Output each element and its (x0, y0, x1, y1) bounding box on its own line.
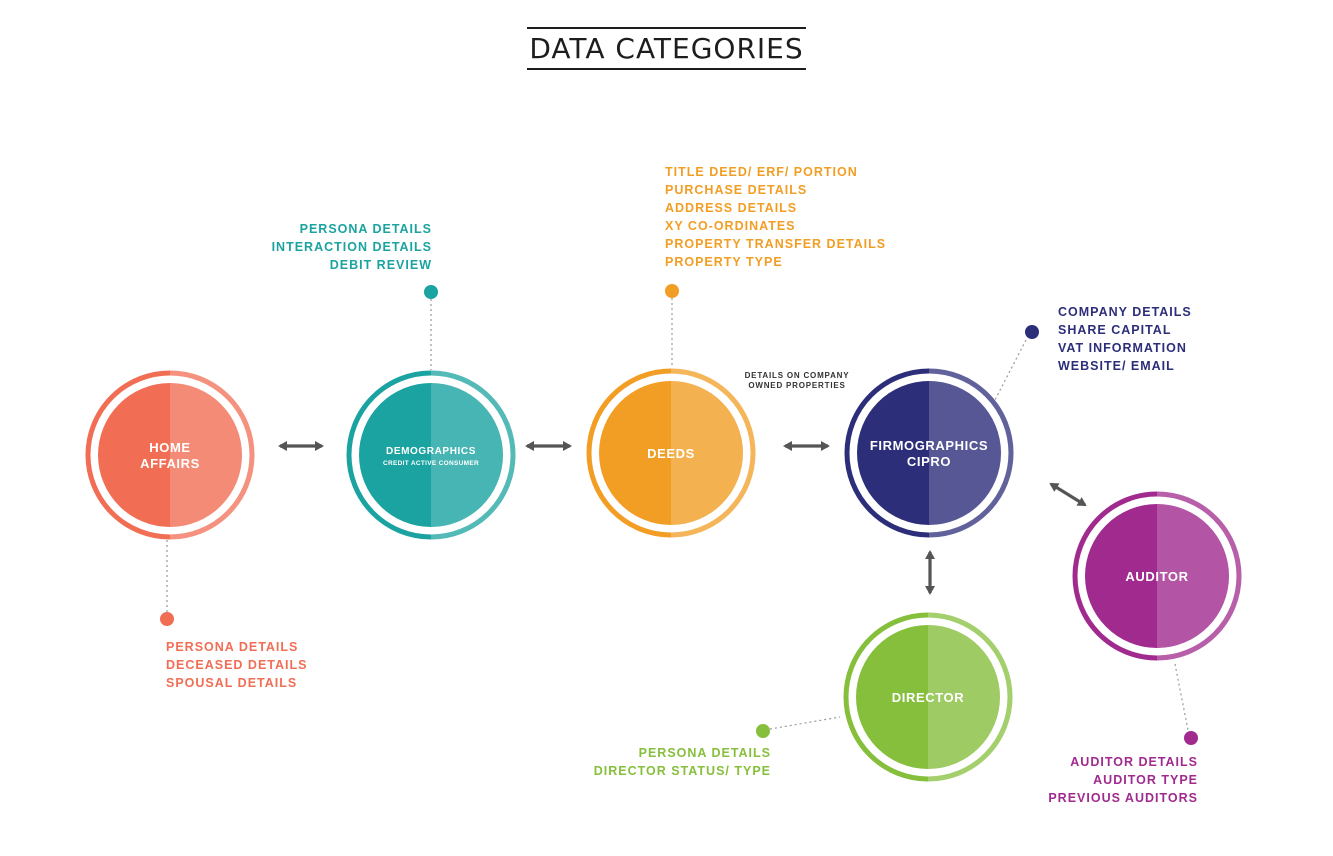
detail-text: PROPERTY TRANSFER DETAILS (665, 237, 886, 251)
detail-text: WEBSITE/ EMAIL (1058, 359, 1175, 373)
node-disc (359, 383, 503, 527)
outer-ring (346, 370, 516, 540)
node-disc (1085, 504, 1229, 648)
auditor-leader (1174, 663, 1189, 731)
demographics-node: DEMOGRAPHICS CREDIT ACTIVE CONSUMER (346, 370, 516, 540)
link-note-line: OWNED PROPERTIES (748, 381, 845, 390)
leader-lines (166, 298, 1189, 731)
detail-text: DIRECTOR STATUS/ TYPE (594, 764, 771, 778)
demographics-details: PERSONA DETAILS INTERACTION DETAILS DEBI… (272, 222, 432, 272)
detail-text: PREVIOUS AUDITORS (1048, 791, 1198, 805)
deeds-node: DEEDS (586, 368, 756, 538)
detail-text: PURCHASE DETAILS (665, 183, 807, 197)
node-label: AUDITOR (1125, 569, 1188, 584)
home-affairs-details: PERSONA DETAILS DECEASED DETAILS SPOUSAL… (166, 640, 307, 690)
detail-text: VAT INFORMATION (1058, 341, 1187, 355)
node-sublabel: CREDIT ACTIVE CONSUMER (383, 460, 479, 467)
outer-ring (1072, 491, 1242, 661)
outer-ring-highlight (430, 370, 516, 540)
node-label: DEMOGRAPHICS (386, 446, 476, 457)
outer-ring-highlight (1156, 491, 1242, 661)
node-disc (599, 381, 743, 525)
auditor-node: AUDITOR (1072, 491, 1242, 661)
demographics-dot (424, 285, 438, 299)
detail-text: DEBIT REVIEW (330, 258, 432, 272)
firmographics-details: COMPANY DETAILS SHARE CAPITAL VAT INFORM… (1058, 305, 1192, 373)
arrow-firmographics-auditor (1049, 482, 1087, 507)
node-disc-highlight (1157, 504, 1229, 648)
outer-ring-highlight (670, 368, 756, 538)
deeds-dot (665, 284, 679, 298)
node-label: FIRMOGRAPHICS (870, 438, 988, 453)
detail-text: DECEASED DETAILS (166, 658, 307, 672)
detail-text: COMPANY DETAILS (1058, 305, 1192, 319)
node-disc-highlight (929, 381, 1001, 525)
detail-text: AUDITOR TYPE (1093, 773, 1198, 787)
outer-ring (843, 612, 1013, 782)
node-label: DEEDS (647, 446, 695, 461)
director-node: DIRECTOR (843, 612, 1013, 782)
outer-ring (85, 370, 255, 540)
detail-text: SHARE CAPITAL (1058, 323, 1171, 337)
node-disc-highlight (431, 383, 503, 527)
node-disc (856, 625, 1000, 769)
detail-text: TITLE DEED/ ERF/ PORTION (665, 165, 858, 179)
detail-text: SPOUSAL DETAILS (166, 676, 297, 690)
node-disc-highlight (671, 381, 743, 525)
detail-text: PERSONA DETAILS (639, 746, 771, 760)
auditor-dot (1184, 731, 1198, 745)
node-label: HOME (149, 440, 190, 455)
detail-text: PERSONA DETAILS (166, 640, 298, 654)
detail-text: PERSONA DETAILS (300, 222, 432, 236)
outer-ring-highlight (169, 370, 255, 540)
outer-ring (844, 368, 1014, 538)
node-label: AFFAIRS (140, 456, 200, 471)
director-dot (756, 724, 770, 738)
node-disc (857, 381, 1001, 525)
home-affairs-dot (160, 612, 174, 626)
node-label: CIPRO (907, 454, 951, 469)
link-note-line: DETAILS ON COMPANY (745, 371, 850, 380)
node-disc-highlight (928, 625, 1000, 769)
node-disc (98, 383, 242, 527)
director-details: PERSONA DETAILS DIRECTOR STATUS/ TYPE (594, 746, 771, 778)
detail-text: PROPERTY TYPE (665, 255, 783, 269)
page-title: DATA CATEGORIES (527, 27, 806, 70)
outer-ring-highlight (928, 368, 1014, 538)
link-note: DETAILS ON COMPANY OWNED PROPERTIES (745, 371, 850, 390)
outer-ring-highlight (927, 612, 1013, 782)
detail-text: AUDITOR DETAILS (1070, 755, 1198, 769)
detail-text: ADDRESS DETAILS (665, 201, 797, 215)
auditor-details: AUDITOR DETAILS AUDITOR TYPE PREVIOUS AU… (1048, 755, 1198, 805)
firmographics-dot (1025, 325, 1039, 339)
detail-text: XY CO-ORDINATES (665, 219, 796, 233)
deeds-details: TITLE DEED/ ERF/ PORTION PURCHASE DETAIL… (665, 165, 886, 269)
node-disc-highlight (170, 383, 242, 527)
outer-ring (586, 368, 756, 538)
relationship-arrows (278, 441, 1087, 595)
node-label: DIRECTOR (892, 690, 964, 705)
firmographics-leader (994, 339, 1027, 401)
detail-text: INTERACTION DETAILS (272, 240, 432, 254)
director-leader (769, 716, 841, 730)
